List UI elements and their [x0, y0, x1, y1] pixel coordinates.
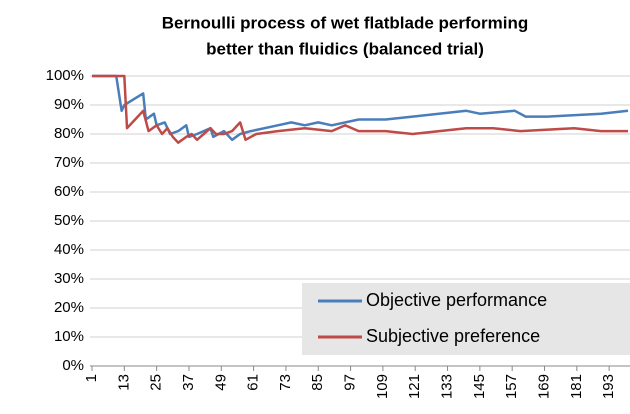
x-tick-label: 25	[148, 374, 165, 391]
y-tick-label: 100%	[46, 67, 84, 84]
x-tick-label: 145	[471, 374, 488, 399]
line	[92, 74, 628, 144]
chart-title: better than fluidics (balanced trial)	[206, 39, 484, 58]
x-tick-label: 169	[535, 374, 552, 399]
y-tick-label: 60%	[54, 183, 84, 200]
x-tick-label: 109	[374, 374, 391, 399]
y-tick-label: 10%	[54, 328, 84, 345]
legend-label: Subjective preference	[366, 326, 540, 346]
x-tick-label: 13	[115, 374, 132, 391]
x-tick-label: 97	[342, 374, 359, 391]
x-tick-label: 121	[406, 374, 423, 399]
x-tick-label: 181	[568, 374, 585, 399]
x-tick-label: 73	[277, 374, 294, 391]
line	[92, 74, 629, 142]
x-tick-label: 193	[600, 374, 617, 399]
y-tick-label: 30%	[54, 270, 84, 287]
y-tick-label: 50%	[54, 212, 84, 229]
y-tick-label: 0%	[62, 357, 84, 374]
x-tick-label: 85	[309, 374, 326, 391]
x-tick-label: 157	[503, 374, 520, 399]
x-tick-label: 49	[212, 374, 229, 391]
x-tick-label: 37	[180, 374, 197, 391]
y-tick-label: 80%	[54, 125, 84, 142]
y-tick-label: 90%	[54, 96, 84, 113]
x-tick-label: 61	[245, 374, 262, 391]
y-tick-label: 40%	[54, 241, 84, 258]
x-tick-label: 133	[439, 374, 456, 399]
y-tick-label: 70%	[54, 154, 84, 171]
y-tick-label: 20%	[54, 299, 84, 316]
x-tick-label: 1	[83, 374, 100, 382]
legend-box	[302, 283, 630, 355]
chart-title: Bernoulli process of wet flatblade perfo…	[162, 13, 529, 32]
legend-label: Objective performance	[366, 290, 547, 310]
